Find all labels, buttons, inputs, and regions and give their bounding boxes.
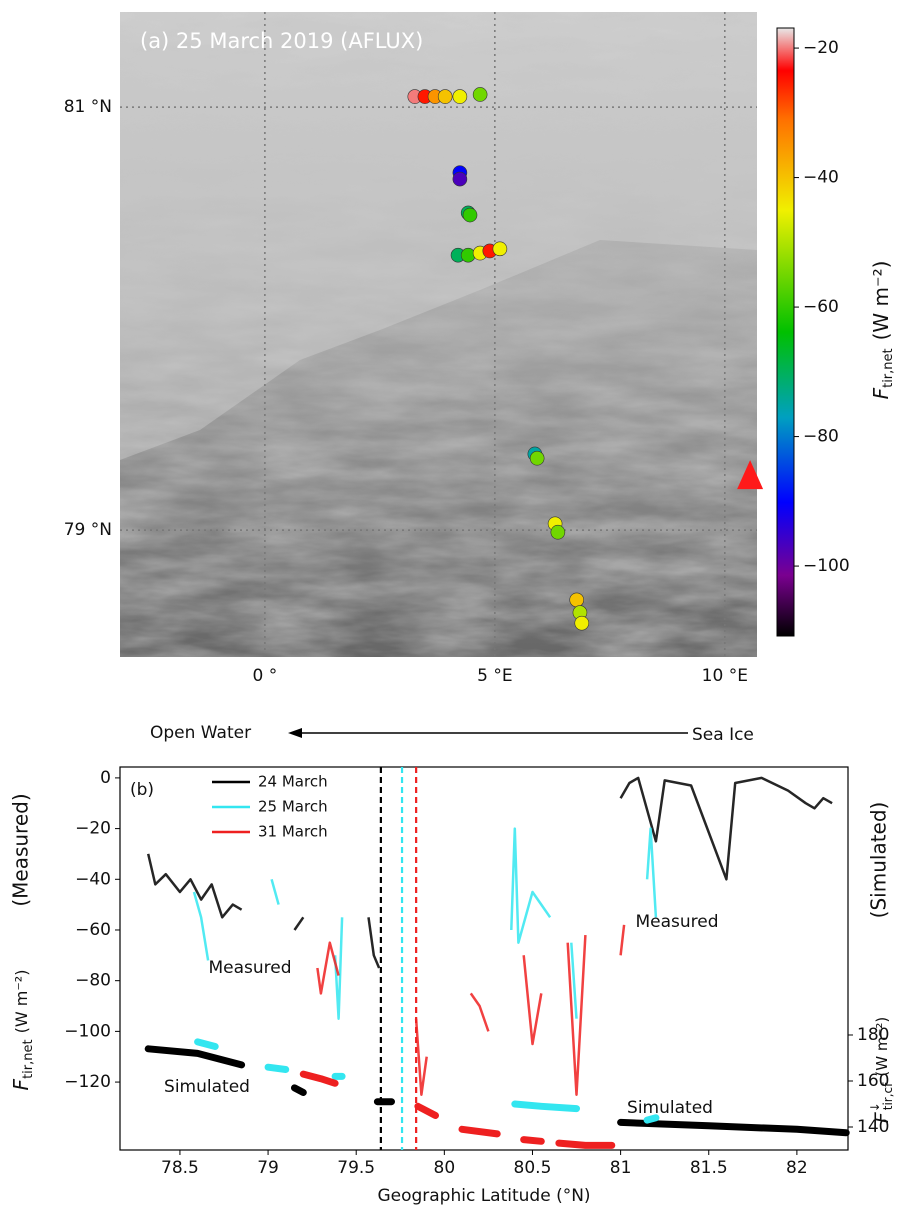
annotation: Simulated: [627, 1098, 713, 1118]
label-sub: tir,net: [21, 1039, 36, 1079]
direction-right: Sea Ice: [692, 725, 754, 745]
colorbar-tick-label: −40: [803, 168, 839, 188]
flux-point: [437, 89, 453, 104]
plot-frame: [119, 766, 849, 1151]
y-tick-label: −100: [64, 1021, 111, 1041]
colorbar-tick-label: −20: [803, 38, 839, 58]
y-tick-label: −80: [75, 971, 111, 991]
measured-line: [316, 924, 626, 1096]
label-unit: (W m⁻²): [869, 261, 893, 341]
legend-label: 25 March: [258, 798, 328, 816]
y2-tick-label: 140: [857, 1117, 889, 1137]
annotation: Simulated: [164, 1077, 250, 1097]
label-sup: ↓: [868, 1102, 882, 1112]
x-tick-label: 79.5: [337, 1158, 375, 1178]
legend-label: 24 March: [258, 773, 328, 791]
x-tick-label: 81: [610, 1158, 632, 1178]
colorbar-tick-label: −100: [803, 556, 850, 576]
label-sub: tir,net: [881, 348, 896, 388]
x-tick-label: 79: [257, 1158, 279, 1178]
label-main: F: [871, 1111, 893, 1123]
flux-point: [574, 615, 590, 631]
label-sub: tir,cf: [881, 1082, 895, 1110]
x-tick-label: 5 °E: [477, 666, 512, 686]
y-tick-label: −60: [75, 920, 111, 940]
direction-arrow: [288, 728, 688, 738]
x-tick-label: 78.5: [161, 1158, 199, 1178]
flux-point: [452, 89, 468, 104]
annotation: Measured: [208, 958, 291, 978]
y-tick-label: −20: [75, 819, 111, 839]
y-tick-label: 0: [100, 768, 111, 788]
flux-point: [462, 207, 478, 223]
annotation: Measured: [635, 912, 718, 932]
label-unit: (W m⁻²): [873, 1017, 891, 1077]
x-tick-label: 80.5: [514, 1158, 552, 1178]
y-tick-label: 79 °N: [64, 520, 112, 540]
measured-line: [192, 827, 658, 1020]
flux-point: [550, 524, 566, 540]
flux-point: [492, 241, 508, 257]
station-marker: [737, 460, 764, 490]
label-unit: (W m⁻²): [12, 970, 31, 1034]
simulated-line: [144, 1045, 850, 1137]
y-tick-label: −40: [75, 869, 111, 889]
x-tick-label: 82: [786, 1158, 808, 1178]
y-axis-kind: (Measured): [9, 793, 33, 906]
legend-label: 31 March: [258, 823, 328, 841]
colorbar-tick-label: −60: [803, 297, 839, 317]
label-main: F: [9, 1078, 33, 1090]
map-background: [120, 12, 757, 657]
simulated-line: [194, 1038, 660, 1124]
x-tick-label: 81.5: [690, 1158, 728, 1178]
y2-axis-kind: (Simulated): [867, 802, 891, 919]
flux-point: [529, 450, 545, 466]
y2-axis-label: F↓tir,cf (W m⁻²): [868, 1017, 895, 1123]
label-main: F: [869, 387, 893, 399]
measured-line: [146, 776, 833, 969]
y-tick-label: 81 °N: [64, 97, 112, 117]
panel-label: (b): [130, 780, 154, 800]
y2-tick-label: 180: [857, 1025, 889, 1045]
y-tick-label: −120: [64, 1072, 111, 1092]
direction-left: Open Water: [150, 723, 251, 743]
x-tick-label: 0 °: [253, 666, 278, 686]
colorbar-tick-label: −80: [803, 427, 839, 447]
map-title: (a) 25 March 2019 (AFLUX): [140, 29, 423, 53]
flux-point: [472, 87, 488, 102]
y2-tick-label: 160: [857, 1071, 889, 1091]
flux-point: [452, 171, 468, 187]
x-axis-label: Geographic Latitude (°N): [377, 1186, 590, 1206]
y-axis-label: Ftir,net (W m⁻²): [9, 970, 36, 1091]
x-tick-label: 80: [434, 1158, 456, 1178]
colorbar-label: Ftir,net (W m⁻²): [869, 261, 896, 400]
x-tick-label: 10 °E: [702, 666, 748, 686]
colorbar: [776, 27, 795, 637]
flux-point: [460, 247, 476, 263]
simulated-line: [299, 1070, 616, 1149]
flux-point: [569, 592, 585, 608]
